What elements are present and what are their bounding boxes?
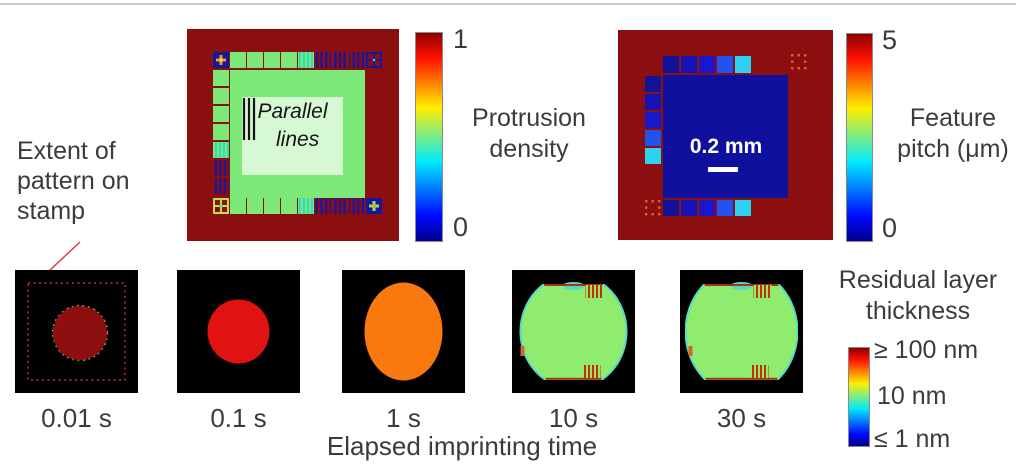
feature-pitch-map-image (618, 30, 833, 240)
residual-map-image (342, 270, 465, 393)
residual-map-panel (512, 270, 635, 393)
residual-label-top: ≥ 100 nm (874, 336, 979, 364)
residual-label-mid: 10 nm (877, 382, 947, 410)
dotted-fiducial-icon (645, 200, 661, 216)
residual-map-image (177, 270, 300, 393)
cross-fiducial-icon (366, 198, 382, 214)
frame-cells-top (230, 52, 365, 68)
protrusion-colorbar (415, 32, 443, 242)
pitch-colorbar-max: 5 (882, 25, 898, 55)
pattern-annotation: Parallel lines (242, 97, 343, 175)
time-label: 1 s (386, 403, 421, 433)
residual-title: Residual layer thickness (838, 266, 998, 325)
pitch-title: Feature pitch (μm) (897, 104, 1009, 163)
residual-map-image (15, 270, 138, 393)
cross-fiducial-icon (213, 52, 229, 68)
time-label: 0.1 s (210, 403, 267, 433)
residual-colorbar (848, 347, 870, 447)
scale-bar (708, 167, 738, 172)
time-label: 10 s (548, 403, 599, 433)
protrusion-title: Protrusion density (472, 104, 586, 163)
frame-cells-left (213, 70, 229, 194)
pitch-cells-bottom (663, 200, 751, 216)
dotted-fiducial-icon (791, 54, 807, 70)
protrusion-density-map-image (187, 29, 399, 241)
residual-map-image (680, 270, 803, 393)
residual-map-panel (177, 270, 300, 393)
pitch-cells-top (663, 56, 751, 73)
residual-map-image (512, 270, 635, 393)
residual-map-panel (15, 270, 138, 393)
protrusion-colorbar-max: 1 (453, 24, 469, 54)
stamp-extent-outline (27, 282, 126, 381)
scale-bar-label: 0.2 mm (689, 135, 763, 158)
protrusion-density-map: Parallel lines (187, 29, 399, 241)
figure-border-line (0, 3, 1016, 5)
frame-cells-bottom (230, 198, 365, 214)
time-label: 0.01 s (41, 403, 112, 433)
annotation-line2: lines (276, 128, 320, 151)
feature-pitch-map: 0.2 mm (618, 30, 833, 240)
pitch-cells-left (645, 76, 661, 164)
residual-label-bottom: ≤ 1 nm (874, 425, 951, 453)
parallel-lines-block (663, 75, 788, 198)
elapsed-time-axis-label: Elapsed imprinting time (326, 431, 598, 461)
stamp-extent-label: Extent of pattern on stamp (17, 137, 130, 225)
residual-map-panel (342, 270, 465, 393)
parallel-lines-icon (242, 98, 256, 140)
checker-fiducial-icon (366, 52, 382, 68)
checker-fiducial-icon (213, 198, 229, 214)
annotation-line1: Parallel (257, 100, 328, 123)
protrusion-colorbar-min: 0 (453, 212, 469, 242)
pitch-colorbar (846, 33, 873, 242)
residual-map-panel (680, 270, 803, 393)
time-label: 30 s (716, 403, 767, 433)
pitch-colorbar-min: 0 (882, 213, 898, 243)
